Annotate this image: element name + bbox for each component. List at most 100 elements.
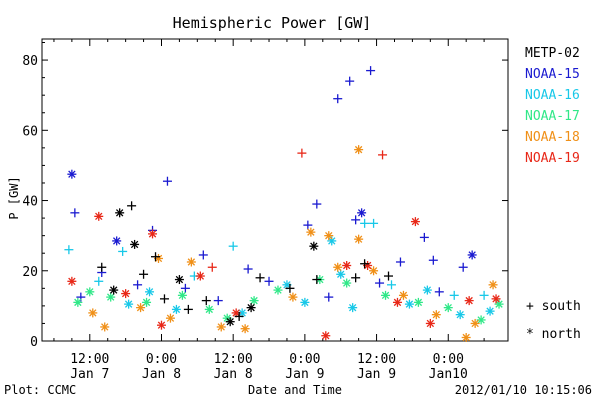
legend-entry: NOAA-15 xyxy=(525,67,580,82)
legend-entry: METP-02 xyxy=(525,46,580,61)
south-point xyxy=(375,278,385,288)
south-point xyxy=(428,255,438,265)
north-point xyxy=(124,299,134,309)
north-point xyxy=(485,306,495,316)
south-point xyxy=(387,280,396,290)
north-point xyxy=(67,276,77,286)
north-point xyxy=(240,324,250,334)
x-tick-sublabel: Jan 9 xyxy=(357,367,396,382)
north-point xyxy=(88,308,98,318)
y-tick-label: 20 xyxy=(22,265,38,280)
north-point xyxy=(249,296,259,306)
north-point xyxy=(464,296,474,306)
south-point xyxy=(180,283,190,293)
north-point xyxy=(246,303,256,313)
north-point xyxy=(333,262,343,272)
north-point xyxy=(306,227,316,237)
plot-timestamp: 2012/01/10 10:15:06 xyxy=(455,383,592,397)
south-point xyxy=(97,262,107,272)
x-tick-sublabel: Jan 9 xyxy=(285,367,324,382)
north-point xyxy=(467,250,477,260)
y-tick-label: 0 xyxy=(30,335,38,350)
north-point xyxy=(455,310,465,320)
south-point xyxy=(419,232,429,242)
y-axis-label: P [GW] xyxy=(7,176,21,219)
legend-entry: NOAA-17 xyxy=(525,109,580,124)
y-tick-label: 80 xyxy=(22,54,38,69)
north-point xyxy=(156,320,166,330)
south-point xyxy=(384,271,394,281)
north-point xyxy=(165,313,175,323)
x-tick-sublabel: Jan 7 xyxy=(70,367,109,382)
south-point xyxy=(434,287,444,297)
north-point xyxy=(413,297,423,307)
south-point xyxy=(297,148,307,158)
north-point xyxy=(470,318,480,328)
north-point xyxy=(324,231,334,241)
south-point xyxy=(228,241,238,251)
x-tick-label: 0:00 xyxy=(433,352,464,367)
south-point xyxy=(234,311,244,321)
south-point xyxy=(133,280,143,290)
north-point xyxy=(392,297,402,307)
south-point xyxy=(285,283,295,293)
north-point xyxy=(171,304,181,314)
south-point xyxy=(162,176,172,186)
north-point xyxy=(491,294,501,304)
north-point xyxy=(106,292,116,302)
north-point xyxy=(216,322,226,332)
y-tick-label: 40 xyxy=(22,195,38,210)
north-point xyxy=(73,297,83,307)
south-point xyxy=(449,290,459,300)
north-point xyxy=(136,303,146,313)
north-point xyxy=(288,292,298,302)
north-point xyxy=(177,290,187,300)
north-point xyxy=(410,217,420,227)
north-point xyxy=(354,234,364,244)
south-point xyxy=(360,259,370,269)
north-point xyxy=(348,303,358,313)
north-point xyxy=(321,331,331,341)
north-point xyxy=(85,287,95,297)
north-point xyxy=(398,290,408,300)
north-point xyxy=(121,289,131,299)
north-point xyxy=(422,285,432,295)
south-point xyxy=(201,296,211,306)
north-point xyxy=(488,280,498,290)
north-point xyxy=(142,297,152,307)
south-point xyxy=(312,199,322,209)
north-point xyxy=(336,269,346,279)
south-point xyxy=(324,292,334,302)
north-point xyxy=(443,303,453,313)
south-point xyxy=(94,276,104,286)
north-point xyxy=(300,297,310,307)
north-point xyxy=(145,287,155,297)
symbol-legend-entry: + south xyxy=(526,299,581,314)
x-tick-sublabel: Jan10 xyxy=(429,367,468,382)
north-point xyxy=(273,285,283,295)
symbol-legend-entry: * north xyxy=(526,327,581,342)
south-point xyxy=(70,208,80,218)
plot-frame xyxy=(41,38,509,342)
x-tick-label: 12:00 xyxy=(357,352,396,367)
south-point xyxy=(369,218,379,228)
north-point xyxy=(225,317,235,327)
south-point xyxy=(303,220,313,230)
north-point xyxy=(381,290,391,300)
north-point xyxy=(494,299,504,309)
chart-title: Hemispheric Power [GW] xyxy=(173,14,372,32)
north-point xyxy=(357,208,367,218)
plot-credit: Plot: CCMC xyxy=(4,383,76,397)
south-point xyxy=(479,290,489,300)
legend-entry: NOAA-19 xyxy=(525,151,580,166)
north-point xyxy=(476,315,486,325)
north-point xyxy=(148,229,158,239)
north-point xyxy=(231,308,241,318)
south-point xyxy=(458,262,468,272)
symbol-legend: + south * north xyxy=(526,299,581,342)
north-point xyxy=(461,332,471,342)
x-axis-label: Date and Time xyxy=(248,383,342,397)
south-point xyxy=(139,269,149,279)
north-point xyxy=(309,241,319,251)
